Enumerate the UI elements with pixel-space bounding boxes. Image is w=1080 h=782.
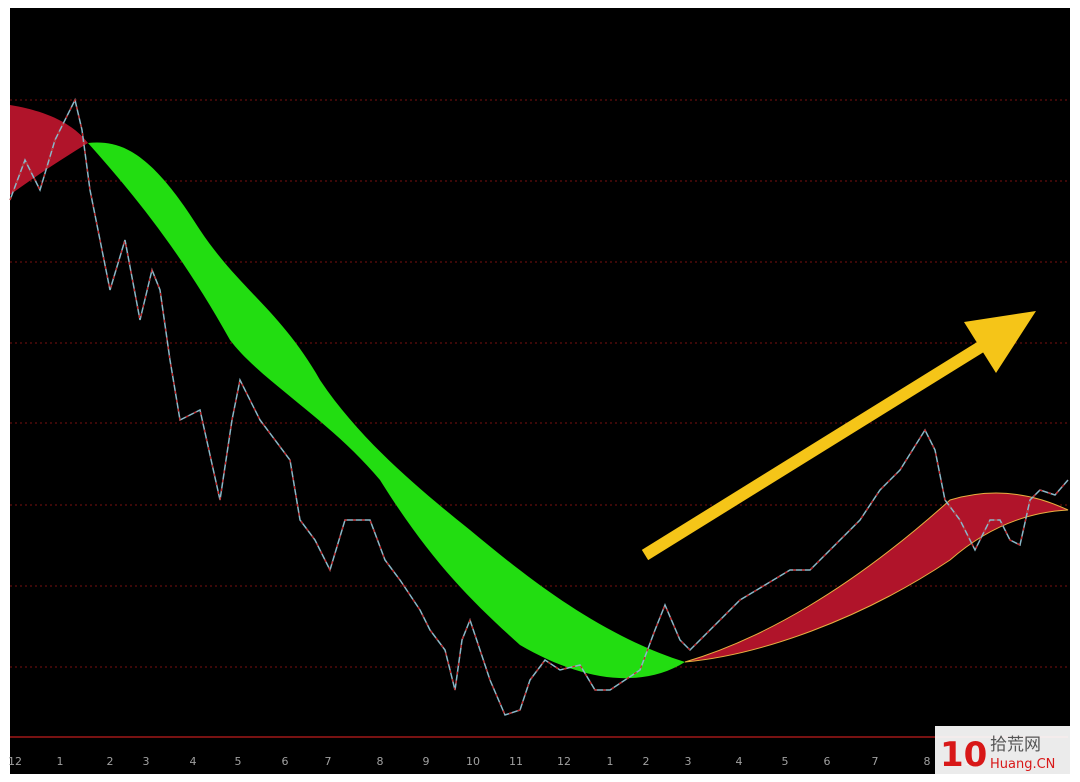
green-band bbox=[88, 142, 685, 679]
grid bbox=[10, 99, 1068, 668]
x-tick-label: 1 bbox=[607, 755, 614, 768]
x-tick-label: 4 bbox=[736, 755, 743, 768]
arrow-shaft bbox=[641, 332, 999, 561]
x-tick-label: 8 bbox=[924, 755, 931, 768]
x-tick-label: 5 bbox=[782, 755, 789, 768]
watermark-name: 拾荒网 bbox=[990, 735, 1041, 755]
x-tick-label: 3 bbox=[685, 755, 692, 768]
x-tick-label: 12 bbox=[557, 755, 571, 768]
watermark-site: Huang.CN bbox=[990, 757, 1055, 772]
watermark-logo: 10 bbox=[940, 735, 987, 775]
x-tick-label: 10 bbox=[466, 755, 480, 768]
watermark-bg bbox=[935, 726, 1070, 774]
red-band bbox=[10, 105, 88, 195]
x-tick-label: 9 bbox=[423, 755, 430, 768]
x-tick-label: 6 bbox=[824, 755, 831, 768]
price-line bbox=[9, 97, 1069, 716]
x-tick-label: 7 bbox=[872, 755, 879, 768]
x-tick-label: 3 bbox=[143, 755, 150, 768]
x-tick-label: 12 bbox=[8, 755, 22, 768]
x-tick-label: 4 bbox=[190, 755, 197, 768]
x-tick-label: 8 bbox=[377, 755, 384, 768]
x-tick-label: 1 bbox=[57, 755, 64, 768]
x-tick-label: 11 bbox=[509, 755, 523, 768]
red-band bbox=[684, 492, 1069, 663]
trend-arrow bbox=[641, 311, 1036, 561]
x-tick-label: 2 bbox=[107, 755, 114, 768]
x-tick-label: 2 bbox=[643, 755, 650, 768]
arrow-head bbox=[964, 311, 1036, 373]
x-tick-label: 7 bbox=[325, 755, 332, 768]
x-tick-label: 6 bbox=[282, 755, 289, 768]
x-tick-label: 5 bbox=[235, 755, 242, 768]
x-labels: 12123456789101112123456789 bbox=[8, 755, 972, 768]
